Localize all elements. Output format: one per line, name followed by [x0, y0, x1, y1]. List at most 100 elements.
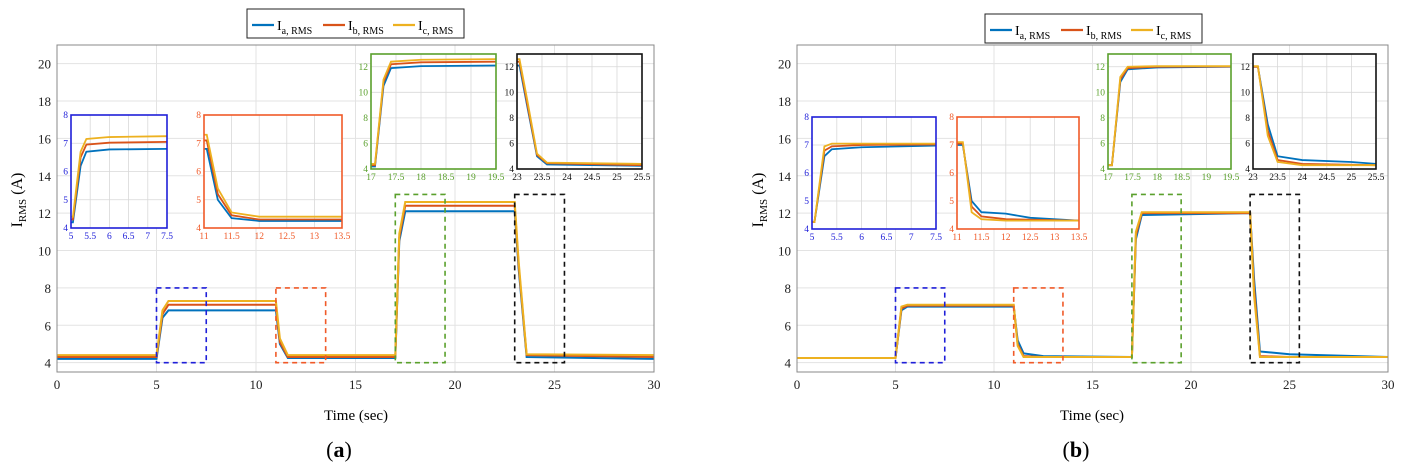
inset-y-tick-label: 4: [509, 165, 514, 175]
inset-x-tick-label: 18.5: [1173, 173, 1190, 183]
inset-y-tick-label: 4: [63, 224, 68, 234]
inset-frame: [956, 116, 1080, 230]
inset-series-line: [71, 140, 168, 221]
inset-y-tick-label: 7: [63, 139, 68, 149]
y-tick-label: 12: [38, 206, 51, 221]
y-tick-label: 6: [45, 318, 52, 333]
inset-plot: 23 23.5 24 24.5 25 25.5 4 6 8 10 12: [1241, 53, 1385, 183]
inset-y-tick-label: 4: [196, 224, 201, 234]
inset-x-tick-label: 13: [1050, 233, 1060, 243]
inset-x-tick-label: 11: [952, 233, 961, 243]
inset-series-line: [517, 58, 643, 165]
y-tick-label: 16: [38, 131, 52, 146]
series-line: [797, 211, 1388, 359]
y-tick-label: 8: [785, 281, 792, 296]
legend-entry-a: Ia, RMS: [990, 24, 1050, 42]
inset-y-tick-label: 6: [1100, 139, 1105, 149]
inset-x-tick-label: 19: [466, 173, 476, 183]
inset-frame: [70, 114, 168, 229]
inset-y-tick-label: 6: [196, 168, 201, 178]
axes-frame: [796, 44, 1389, 373]
y-tick-label: 4: [45, 356, 52, 371]
inset-y-tick-label: 12: [1241, 63, 1251, 73]
inset-plot: 23 23.5 24 24.5 25 25.5 4 6 8 10 12: [505, 53, 651, 183]
inset-plot: 11 11.5 12 12.5 13 13.5 4 5 6 7 8: [949, 113, 1087, 243]
inset-y-tick-label: 4: [363, 165, 368, 175]
inset-series-line: [957, 142, 1080, 222]
inset-series-line: [204, 148, 342, 222]
legend-label: Ib, RMS: [348, 19, 384, 37]
inset-x-tick-label: 5.5: [831, 233, 843, 243]
caption-a: (a): [326, 437, 352, 462]
inset-y-tick-label: 6: [509, 139, 514, 149]
zoom-region-box: [394, 193, 446, 364]
inset-y-tick-label: 4: [804, 225, 809, 235]
inset-x-tick-label: 25.5: [634, 173, 651, 183]
inset-y-tick-label: 10: [1241, 88, 1251, 98]
inset-y-tick-label: 10: [505, 88, 515, 98]
inset-x-tick-label: 12: [254, 232, 264, 242]
inset-x-tick-label: 19.5: [1223, 173, 1240, 183]
inset-area: [1253, 54, 1376, 169]
inset-x-tick-label: 7.5: [161, 232, 173, 242]
inset-x-tick-label: 13.5: [334, 232, 351, 242]
y-tick-label: 8: [45, 281, 52, 296]
inset-x-tick-label: 5: [810, 233, 815, 243]
legend-box: [984, 13, 1203, 44]
inset-x-tick-label: 12.5: [278, 232, 295, 242]
inset-x-tick-label: 19.5: [488, 173, 505, 183]
legend-label: Ic, RMS: [418, 19, 453, 37]
y-tick-label: 10: [778, 244, 791, 259]
inset-series-line: [71, 135, 168, 218]
inset-plot: 17 17.5 18 18.5 19 19.5 4 6 8 10 12: [1096, 53, 1240, 183]
x-tick-label: 30: [648, 377, 661, 392]
inset-x-tick-label: 7.5: [930, 233, 942, 243]
inset-plot: 17 17.5 18 18.5 19 19.5 4 6 8 10 12: [359, 53, 505, 183]
inset-y-tick-label: 7: [949, 141, 954, 151]
legend-label: Ia, RMS: [277, 19, 312, 37]
x-tick-label: 20: [1185, 377, 1198, 392]
inset-x-tick-label: 17: [1103, 173, 1113, 183]
inset-series-line: [371, 60, 497, 167]
inset-y-tick-label: 5: [63, 196, 68, 206]
inset-y-tick-label: 10: [359, 88, 369, 98]
inset-x-tick-label: 6.5: [880, 233, 892, 243]
x-tick-label: 30: [1382, 377, 1395, 392]
caption-b: (b): [1063, 437, 1090, 462]
inset-y-tick-label: 12: [505, 63, 515, 73]
x-tick-label: 25: [548, 377, 561, 392]
inset-x-tick-label: 17.5: [388, 173, 405, 183]
inset-x-tick-label: 6: [107, 232, 112, 242]
inset-y-tick-label: 12: [359, 63, 369, 73]
inset-y-tick-label: 4: [1245, 165, 1250, 175]
inset-x-tick-label: 12: [1001, 233, 1011, 243]
inset-frame: [370, 53, 497, 170]
inset-area: [1108, 54, 1231, 169]
inset-area: [517, 54, 642, 169]
legend-entry-b: Ib, RMS: [323, 19, 384, 37]
panel-b: 0 5 10 15 20 25 30 4 6 8 10 12 14 16 18 20 5 5.5 6 6.5 7 7.5 4…: [778, 44, 1395, 392]
legend-label: Ic, RMS: [1156, 24, 1191, 42]
inset-y-tick-label: 8: [1100, 114, 1105, 124]
inset-plot: 11 11.5 12 12.5 13 13.5 4 5 6 7 8: [196, 111, 350, 242]
inset-x-tick-label: 5.5: [84, 232, 96, 242]
y-tick-label: 20: [38, 57, 51, 72]
axes-frame: [56, 44, 655, 373]
inset-y-tick-label: 6: [363, 139, 368, 149]
inset-x-tick-label: 25.5: [1368, 173, 1385, 183]
inset-y-tick-label: 4: [1100, 165, 1105, 175]
y-tick-label: 4: [785, 356, 792, 371]
x-tick-label: 15: [1086, 377, 1099, 392]
legend-a: Ia, RMS Ib, RMS Ic, RMS: [246, 8, 465, 39]
legend-label: Ib, RMS: [1086, 24, 1122, 42]
y-tick-label: 16: [778, 131, 792, 146]
inset-x-tick-label: 19: [1202, 173, 1212, 183]
inset-area: [371, 54, 496, 169]
inset-series-line: [371, 58, 497, 165]
zoom-region-box: [1012, 287, 1064, 364]
y-axis-label-a: IRMS (A): [9, 173, 29, 228]
inset-x-tick-label: 6: [859, 233, 864, 243]
inset-x-tick-label: 18.5: [438, 173, 455, 183]
